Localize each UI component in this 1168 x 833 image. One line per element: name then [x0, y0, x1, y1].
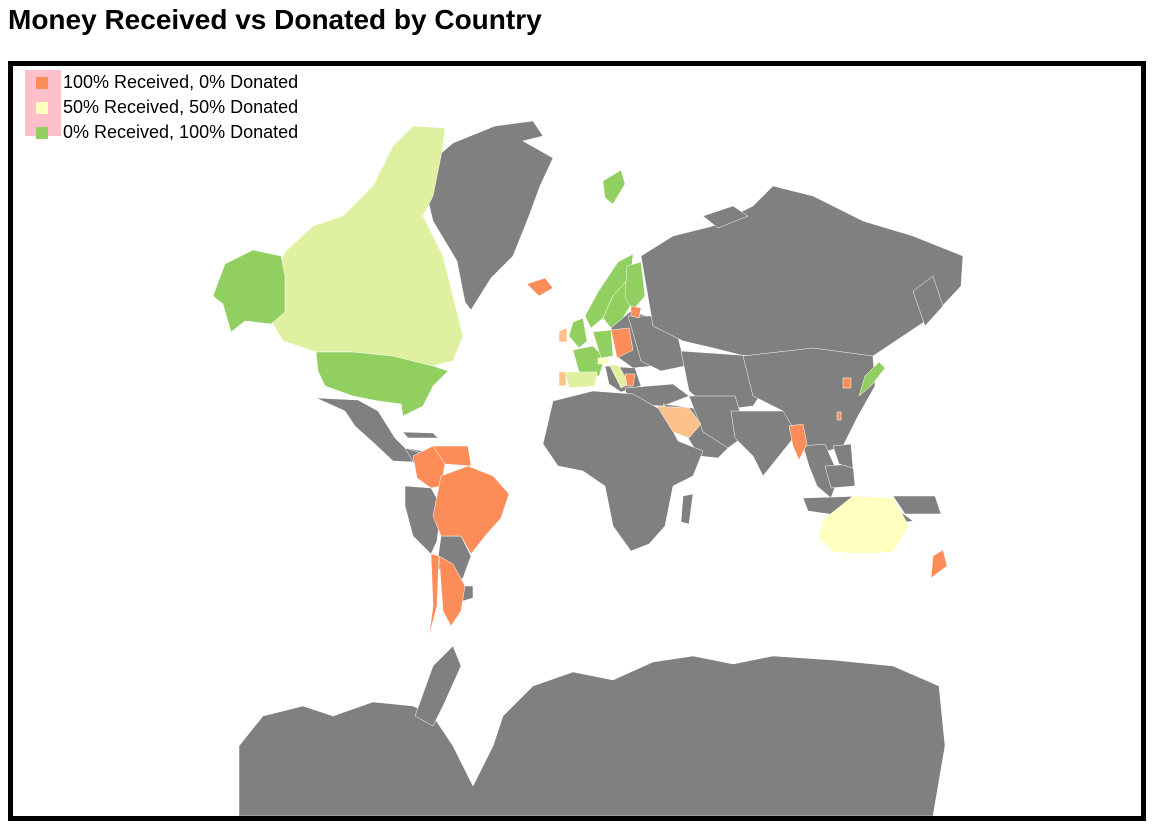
- country-united-kingdom[interactable]: [568, 317, 588, 349]
- country-latvia[interactable]: [630, 305, 642, 319]
- country-ireland[interactable]: [558, 327, 568, 343]
- country-peru[interactable]: [404, 485, 442, 555]
- data-countries: [212, 125, 948, 637]
- legend-item: 50% Received, 50% Donated: [25, 95, 298, 120]
- country-canada[interactable]: [262, 125, 464, 367]
- country-iran[interactable]: [688, 395, 748, 449]
- country-chile[interactable]: [428, 553, 440, 637]
- country-spain[interactable]: [564, 371, 598, 389]
- country-greenland[interactable]: [422, 120, 554, 311]
- country-iceland[interactable]: [526, 277, 554, 297]
- legend-label: 50% Received, 50% Donated: [63, 97, 299, 117]
- country-greece[interactable]: [624, 373, 636, 387]
- country-taiwan[interactable]: [836, 411, 842, 421]
- page-title: Money Received vs Donated by Country: [8, 4, 542, 35]
- country-kamchatka[interactable]: [912, 275, 944, 327]
- country-saudi-arabia[interactable]: [656, 405, 702, 439]
- country-russia-north-islands[interactable]: [702, 205, 749, 229]
- legend-item: 100% Received, 0% Donated: [25, 70, 298, 95]
- country-madagascar[interactable]: [680, 493, 694, 525]
- country-antarctica-peninsula[interactable]: [414, 645, 462, 727]
- country-philippines[interactable]: [832, 443, 854, 469]
- country-portugal[interactable]: [558, 371, 567, 387]
- legend-swatch: [36, 127, 48, 139]
- world-map: [212, 120, 964, 816]
- legend-swatch: [36, 77, 48, 89]
- no-data-countries: [238, 120, 964, 816]
- country-germany[interactable]: [592, 329, 614, 359]
- country-argentina[interactable]: [438, 555, 466, 627]
- country-brazil[interactable]: [432, 465, 510, 555]
- country-switzerland[interactable]: [597, 357, 609, 365]
- country-africa[interactable]: [542, 390, 704, 552]
- country-svalbard[interactable]: [602, 169, 626, 205]
- country-venezuela[interactable]: [432, 445, 472, 467]
- country-australia[interactable]: [818, 495, 910, 555]
- legend-label: 100% Received, 0% Donated: [63, 72, 299, 92]
- legend-swatch: [36, 102, 48, 114]
- country-poland[interactable]: [610, 327, 634, 359]
- country-finland[interactable]: [624, 261, 646, 311]
- map-frame: 100% Received, 0% Donated 50% Received, …: [8, 61, 1146, 821]
- legend-label: 0% Received, 100% Donated: [63, 122, 299, 142]
- country-france[interactable]: [572, 345, 606, 377]
- country-new-guinea[interactable]: [892, 495, 942, 515]
- country-thailand[interactable]: [788, 423, 808, 461]
- country-japan[interactable]: [858, 361, 886, 397]
- country-antarctica[interactable]: [238, 655, 946, 816]
- country-new-zealand[interactable]: [930, 549, 948, 579]
- country-united-states[interactable]: [315, 351, 449, 417]
- country-alaska[interactable]: [212, 249, 286, 333]
- country-russia[interactable]: [640, 185, 964, 362]
- legend: 100% Received, 0% Donated 50% Received, …: [25, 70, 298, 145]
- country-south-korea[interactable]: [842, 377, 852, 389]
- legend-item: 0% Received, 100% Donated: [25, 120, 298, 145]
- country-cuba[interactable]: [402, 431, 439, 439]
